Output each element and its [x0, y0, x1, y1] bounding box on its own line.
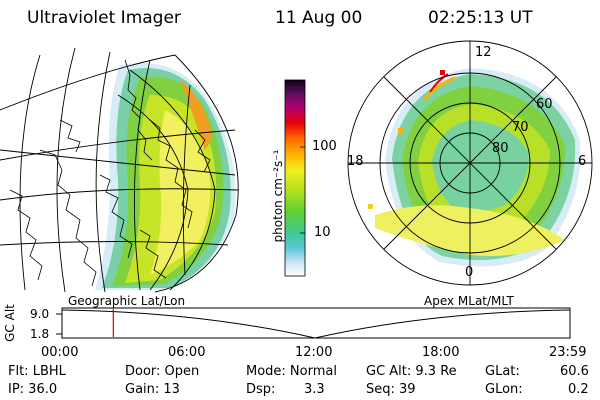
colorbar-label-100: 100 [312, 139, 337, 154]
ip-readout: IP: 36.0 [8, 382, 58, 397]
timeline-ymin: 1.8 [30, 327, 50, 341]
glon-value: 0.2 [568, 382, 589, 397]
mlat-label-70: 70 [512, 120, 529, 135]
polar-arc-1 [423, 76, 456, 101]
timeline-xtick-4: 23:59 [549, 345, 587, 360]
dsp-value: 3.3 [304, 382, 325, 397]
timeline-ymax: 9.0 [30, 307, 50, 321]
polar-grid [347, 40, 593, 286]
polar-plot [347, 40, 593, 286]
timeline-xtick-1: 06:00 [168, 345, 206, 360]
colorbar [284, 79, 306, 277]
mlt-label-18: 18 [347, 154, 364, 169]
instrument-title: Ultraviolet Imager [27, 8, 181, 28]
glon-label: GLon: [485, 382, 523, 397]
timeline-xtick-3: 18:00 [422, 345, 460, 360]
geographic-panel-label: Geographic Lat/Lon [68, 294, 186, 308]
mlt-label-0: 0 [465, 265, 474, 280]
polar-hotspot-1 [440, 70, 445, 75]
timeline [56, 307, 571, 339]
colorbar-label-10: 10 [314, 225, 331, 240]
time-label: 02:25:13 UT [428, 8, 533, 28]
mlat-label-80: 80 [492, 141, 509, 156]
timeline-ylabel: GC Alt [3, 304, 17, 342]
glat-value: 60.6 [560, 364, 589, 379]
colorbar-gradient [284, 79, 306, 277]
mlt-label-12: 12 [475, 45, 492, 60]
mlt-label-6: 6 [578, 154, 587, 169]
geo-grid [0, 47, 239, 293]
geographic-map [0, 47, 239, 293]
polar-meridian-diag-2 [383, 76, 557, 250]
polar-cap [432, 120, 530, 212]
glat-label: GLat: [485, 364, 520, 379]
date-label: 11 Aug 00 [275, 8, 363, 28]
timeline-frame [61, 307, 571, 339]
mlat-label-60: 60 [536, 97, 553, 112]
coastlines [9, 59, 211, 287]
filter-readout: Flt: LBHL [8, 364, 66, 379]
aurora-core [150, 110, 211, 275]
polar-hotspot-2 [398, 128, 403, 133]
polar-arc-2 [429, 73, 449, 93]
apex-panel-label: Apex MLat/MLT [424, 294, 514, 308]
polar-hotspot-3 [368, 204, 373, 209]
gain-readout: Gain: 13 [125, 382, 180, 397]
dsp-label: Dsp: [246, 382, 276, 397]
timeline-xtick-2: 12:00 [295, 345, 333, 360]
gcalt-readout: GC Alt: 9.3 Re [366, 364, 457, 379]
seq-readout: Seq: 39 [366, 382, 416, 397]
colorbar-unit-label: photon cm⁻²s⁻¹ [271, 149, 285, 243]
altitude-curve [61, 309, 571, 339]
mode-readout: Mode: Normal [246, 364, 337, 379]
timeline-xtick-0: 00:00 [41, 345, 79, 360]
door-readout: Door: Open [125, 364, 200, 379]
